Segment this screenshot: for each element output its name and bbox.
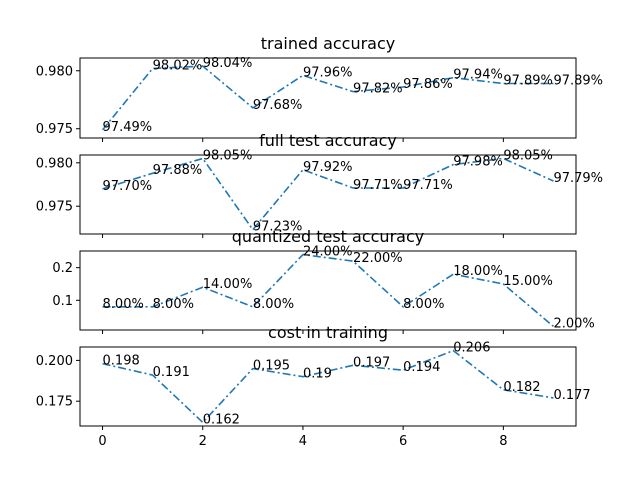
plot-frame-full-test-accuracy (79, 154, 577, 235)
series-line-trained-accuracy (101, 65, 554, 131)
data-label-cost-in-training: 0.177 (553, 388, 590, 403)
data-label-quantized-test-accuracy: 2.00% (553, 316, 594, 331)
x-tick-label-cost-in-training: 6 (399, 434, 407, 449)
series-line-cost-in-training (102, 349, 554, 424)
series-line-quantized-test-accuracy (102, 253, 554, 328)
data-label-cost-in-training: 0.191 (153, 365, 190, 380)
data-label-full-test-accuracy: 97.88% (153, 163, 203, 178)
y-tick-label-cost-in-training: 0.175 (36, 395, 73, 410)
chart-title-cost-in-training: cost in training (268, 323, 388, 342)
series-line-full-test-accuracy (102, 157, 554, 231)
panel-cost-in-training: cost in training 0.175 0.200 0 2 4 6 8 0.198 0.19… (36, 323, 591, 449)
data-label-quantized-test-accuracy: 8.00% (153, 297, 194, 312)
data-label-trained-accuracy: 97.68% (253, 98, 303, 113)
data-label-full-test-accuracy: 98.05% (503, 148, 553, 163)
panel-full-test-accuracy: full test accuracy 0.975 0.980 97.70%97.88%… (36, 131, 603, 238)
data-label-full-test-accuracy: 97.71% (403, 178, 453, 193)
data-label-cost-in-training: 0.162 (203, 412, 240, 427)
data-label-trained-accuracy: 97.96% (303, 65, 353, 80)
data-label-cost-in-training: 0.197 (353, 355, 390, 370)
chart-title-quantized-test-accuracy: quantized test accuracy (232, 227, 424, 246)
plot-frame-trained-accuracy (79, 57, 577, 139)
data-label-trained-accuracy: 97.86% (403, 77, 453, 92)
data-label-cost-in-training: 0.19 (303, 367, 332, 382)
data-label-cost-in-training: 0.198 (103, 354, 140, 369)
data-label-cost-in-training: 0.206 (453, 341, 490, 356)
y-tick-label-trained-accuracy: 0.975 (36, 122, 73, 137)
data-label-full-test-accuracy: 97.23% (253, 220, 303, 235)
data-label-trained-accuracy: 98.02% (153, 58, 203, 73)
plot-frame-quantized-test-accuracy (79, 250, 577, 331)
data-label-cost-in-training: 0.195 (253, 359, 290, 374)
data-label-quantized-test-accuracy: 14.00% (203, 277, 253, 292)
x-tick-label-cost-in-training: 2 (199, 434, 207, 449)
data-label-trained-accuracy: 97.89% (553, 74, 603, 89)
data-label-cost-in-training: 0.194 (403, 360, 440, 375)
data-label-trained-accuracy: 97.89% (503, 74, 553, 89)
data-label-quantized-test-accuracy: 18.00% (453, 264, 503, 279)
chart-title-full-test-accuracy: full test accuracy (259, 131, 397, 150)
data-label-trained-accuracy: 98.04% (203, 56, 253, 71)
y-tick-label-trained-accuracy: 0.980 (36, 64, 73, 79)
data-label-quantized-test-accuracy: 22.00% (353, 251, 403, 266)
data-label-full-test-accuracy: 97.71% (353, 178, 403, 193)
data-label-quantized-test-accuracy: 8.00% (403, 297, 444, 312)
data-label-full-test-accuracy: 97.79% (553, 171, 603, 186)
data-label-full-test-accuracy: 97.98% (453, 155, 503, 170)
data-label-quantized-test-accuracy: 8.00% (253, 297, 294, 312)
y-tick-label-quantized-test-accuracy: 0.2 (52, 261, 73, 276)
chart-title-trained-accuracy: trained accuracy (261, 34, 396, 53)
x-tick-label-cost-in-training: 8 (499, 434, 507, 449)
plot-frame-cost-in-training (79, 346, 577, 427)
data-label-full-test-accuracy: 98.05% (203, 148, 253, 163)
data-label-quantized-test-accuracy: 24.00% (303, 245, 353, 260)
panel-trained-accuracy: trained accuracy 0.975 0.980 97.49% 98.02% 98… (36, 34, 603, 142)
data-label-full-test-accuracy: 97.92% (303, 160, 353, 175)
data-label-full-test-accuracy: 97.70% (103, 179, 153, 194)
y-tick-label-quantized-test-accuracy: 0.1 (52, 294, 73, 309)
data-label-quantized-test-accuracy: 15.00% (503, 274, 553, 289)
data-label-trained-accuracy: 97.94% (453, 68, 503, 83)
y-tick-label-full-test-accuracy: 0.980 (36, 156, 73, 171)
data-label-trained-accuracy: 97.49% (103, 120, 153, 135)
data-label-cost-in-training: 0.182 (503, 380, 540, 395)
x-tick-label-cost-in-training: 0 (98, 434, 106, 449)
data-label-trained-accuracy: 97.82% (353, 82, 403, 97)
x-tick-label-cost-in-training: 4 (299, 434, 307, 449)
data-label-quantized-test-accuracy: 8.00% (103, 297, 144, 312)
y-tick-label-cost-in-training: 0.200 (36, 354, 73, 369)
y-tick-label-full-test-accuracy: 0.975 (36, 200, 73, 215)
